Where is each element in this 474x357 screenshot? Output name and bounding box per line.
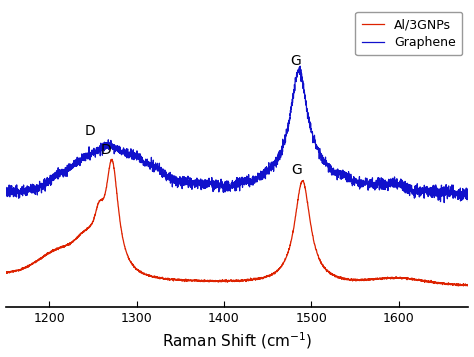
Al/3GNPs [77,233,83,237]
Al/3GNPs [199,278,205,282]
Line: Al/3GNPs: Al/3GNPs [0,159,474,286]
Al/3GNPs [466,284,472,288]
Graphene [441,200,447,205]
Al/3GNPs [178,278,184,282]
Line: Graphene: Graphene [0,66,474,202]
Graphene [465,197,471,201]
X-axis label: Raman Shift (cm$^{-1}$): Raman Shift (cm$^{-1}$) [162,331,312,351]
Graphene [413,191,419,195]
Text: D: D [85,124,96,138]
Legend: Al/3GNPs, Graphene: Al/3GNPs, Graphene [356,12,462,55]
Al/3GNPs [465,282,471,287]
Graphene [178,183,184,187]
Text: G: G [291,163,302,177]
Text: D: D [100,142,111,156]
Graphene [297,64,303,68]
Graphene [49,178,55,183]
Al/3GNPs [109,157,115,161]
Text: G: G [290,54,301,68]
Al/3GNPs [49,250,55,254]
Graphene [77,160,83,164]
Al/3GNPs [413,277,419,281]
Graphene [199,180,205,184]
